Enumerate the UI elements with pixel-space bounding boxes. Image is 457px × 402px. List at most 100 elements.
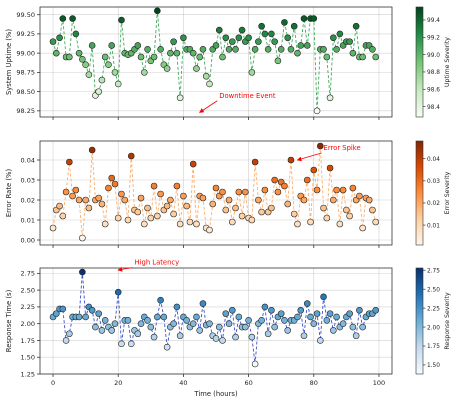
colorbar-tick-label-error-2: 0.03: [427, 179, 440, 185]
data-point-uptime-3: [59, 15, 67, 22]
data-point-error-42: [186, 218, 194, 226]
data-point-error-94: [356, 192, 363, 200]
data-point-uptime-65: [261, 30, 269, 38]
data-point-uptime-7: [72, 30, 80, 38]
data-point-response-20: [114, 288, 122, 296]
data-point-error-24: [127, 152, 135, 160]
data-point-uptime-53: [222, 34, 230, 42]
data-point-uptime-70: [277, 46, 285, 53]
data-point-response-9: [79, 268, 86, 276]
data-point-response-31: [150, 333, 158, 341]
data-point-error-4: [62, 188, 70, 196]
data-point-uptime-64: [258, 22, 265, 30]
data-point-error-67: [268, 204, 275, 212]
y-tick-label-error-1: 0.01: [21, 216, 35, 224]
colorbar-tick-label-error-3: 0.04: [427, 157, 440, 163]
data-point-response-10: [82, 313, 89, 321]
data-point-response-66: [264, 330, 272, 338]
y-axis-label-uptime: System Uptime (%): [5, 29, 13, 95]
data-point-error-21: [118, 190, 125, 198]
y-tick-label-uptime-4: 99.25: [16, 30, 35, 38]
data-point-response-8: [75, 313, 83, 321]
y-tick-label-response-5: 2.50: [21, 286, 35, 294]
y-tick-label-uptime-5: 99.50: [16, 11, 35, 19]
data-point-uptime-69: [274, 57, 282, 65]
data-point-uptime-50: [212, 42, 220, 49]
y-tick-label-uptime-3: 99.00: [16, 49, 35, 57]
data-point-error-54: [225, 196, 233, 204]
data-point-uptime-39: [176, 94, 184, 102]
data-point-uptime-66: [264, 46, 272, 53]
data-point-error-10: [82, 196, 89, 204]
data-point-response-72: [284, 327, 292, 334]
data-point-response-83: [320, 293, 327, 301]
data-point-error-64: [258, 208, 265, 216]
data-point-uptime-62: [251, 46, 259, 53]
data-point-error-43: [189, 160, 197, 168]
data-point-error-95: [359, 224, 366, 232]
colorbar-tick-label-uptime-5: 99.4: [427, 18, 440, 24]
data-point-response-46: [199, 300, 207, 307]
data-point-error-85: [326, 164, 334, 172]
x-tick-label-response-4: 80: [310, 379, 318, 387]
data-point-uptime-80: [310, 15, 318, 22]
plot-frame-uptime: [39, 6, 393, 118]
data-point-error-20: [114, 214, 122, 222]
colorbar-tick-label-uptime-4: 99.2: [427, 36, 440, 42]
data-point-uptime-47: [202, 72, 210, 80]
data-point-uptime-29: [144, 46, 151, 53]
data-point-uptime-84: [323, 53, 331, 61]
data-point-error-61: [248, 216, 256, 224]
data-point-response-48: [206, 320, 213, 327]
data-point-error-46: [199, 194, 207, 202]
data-point-error-29: [144, 204, 151, 212]
data-point-uptime-76: [297, 42, 305, 49]
data-point-error-86: [330, 196, 337, 204]
plot-area-uptime: [40, 7, 392, 117]
data-point-uptime-12: [88, 42, 96, 49]
y-tick-label-error-0: 0.00: [21, 236, 35, 244]
data-point-error-59: [242, 188, 249, 196]
data-point-uptime-9: [79, 56, 86, 63]
data-point-response-75: [294, 313, 301, 321]
data-point-uptime-75: [294, 49, 301, 57]
data-point-response-27: [137, 320, 145, 327]
data-point-error-97: [365, 196, 373, 204]
data-point-response-16: [101, 317, 109, 324]
data-point-uptime-19: [111, 69, 119, 76]
data-point-uptime-71: [281, 19, 288, 26]
data-point-error-89: [339, 186, 347, 194]
data-point-uptime-57: [235, 34, 243, 42]
data-point-error-26: [134, 208, 142, 216]
y-tick-label-error-3: 0.03: [21, 176, 35, 184]
data-point-uptime-95: [359, 53, 366, 61]
data-point-response-32: [154, 313, 161, 321]
data-point-uptime-78: [303, 42, 311, 49]
data-point-error-48: [206, 226, 213, 234]
data-point-error-71: [281, 182, 288, 190]
plot-frame-error: [39, 140, 393, 246]
data-point-response-13: [92, 323, 99, 331]
data-point-response-30: [147, 323, 155, 331]
data-point-uptime-72: [284, 34, 292, 42]
data-point-error-52: [219, 188, 226, 196]
x-tick-label-response-1: 20: [114, 379, 122, 387]
data-point-uptime-15: [98, 76, 106, 84]
series-line-response: [52, 271, 377, 364]
panel-uptime: 98.25 98.50 98.75 99.00 99.25 99.50 System Upt…: [5, 6, 451, 120]
y-tick-label-error-2: 0.02: [21, 196, 35, 204]
data-point-response-70: [277, 310, 285, 317]
data-point-error-2: [56, 202, 63, 210]
y-tick-label-response-2: 1.75: [21, 337, 35, 345]
data-point-uptime-38: [173, 49, 181, 57]
data-point-response-43: [189, 320, 197, 327]
x-tick-label-response-2: 40: [179, 379, 187, 387]
data-point-uptime-48: [206, 80, 213, 88]
colorbar-tick-label-response-5: 2.75: [427, 268, 440, 274]
data-point-uptime-93: [352, 22, 360, 30]
data-point-uptime-85: [326, 94, 334, 102]
data-point-uptime-27: [137, 53, 145, 61]
data-point-error-83: [320, 204, 327, 212]
data-point-response-99: [372, 306, 380, 314]
colorbar-tick-label-response-4: 2.50: [427, 287, 440, 293]
